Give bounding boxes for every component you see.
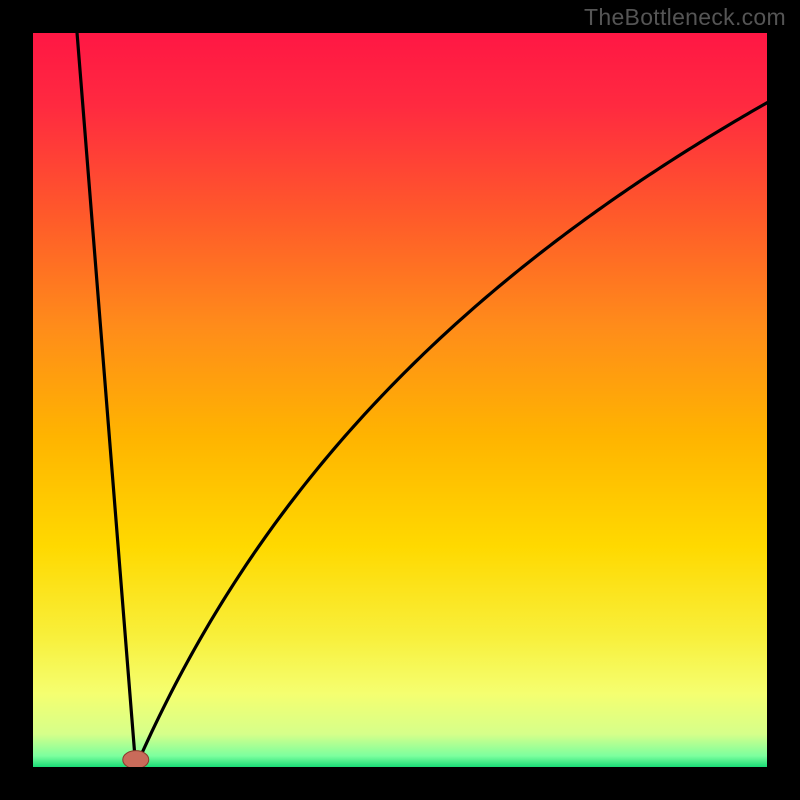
chart-background: [33, 33, 767, 767]
watermark-text: TheBottleneck.com: [584, 4, 786, 31]
optimum-marker: [123, 751, 149, 767]
bottleneck-chart: [33, 33, 767, 767]
